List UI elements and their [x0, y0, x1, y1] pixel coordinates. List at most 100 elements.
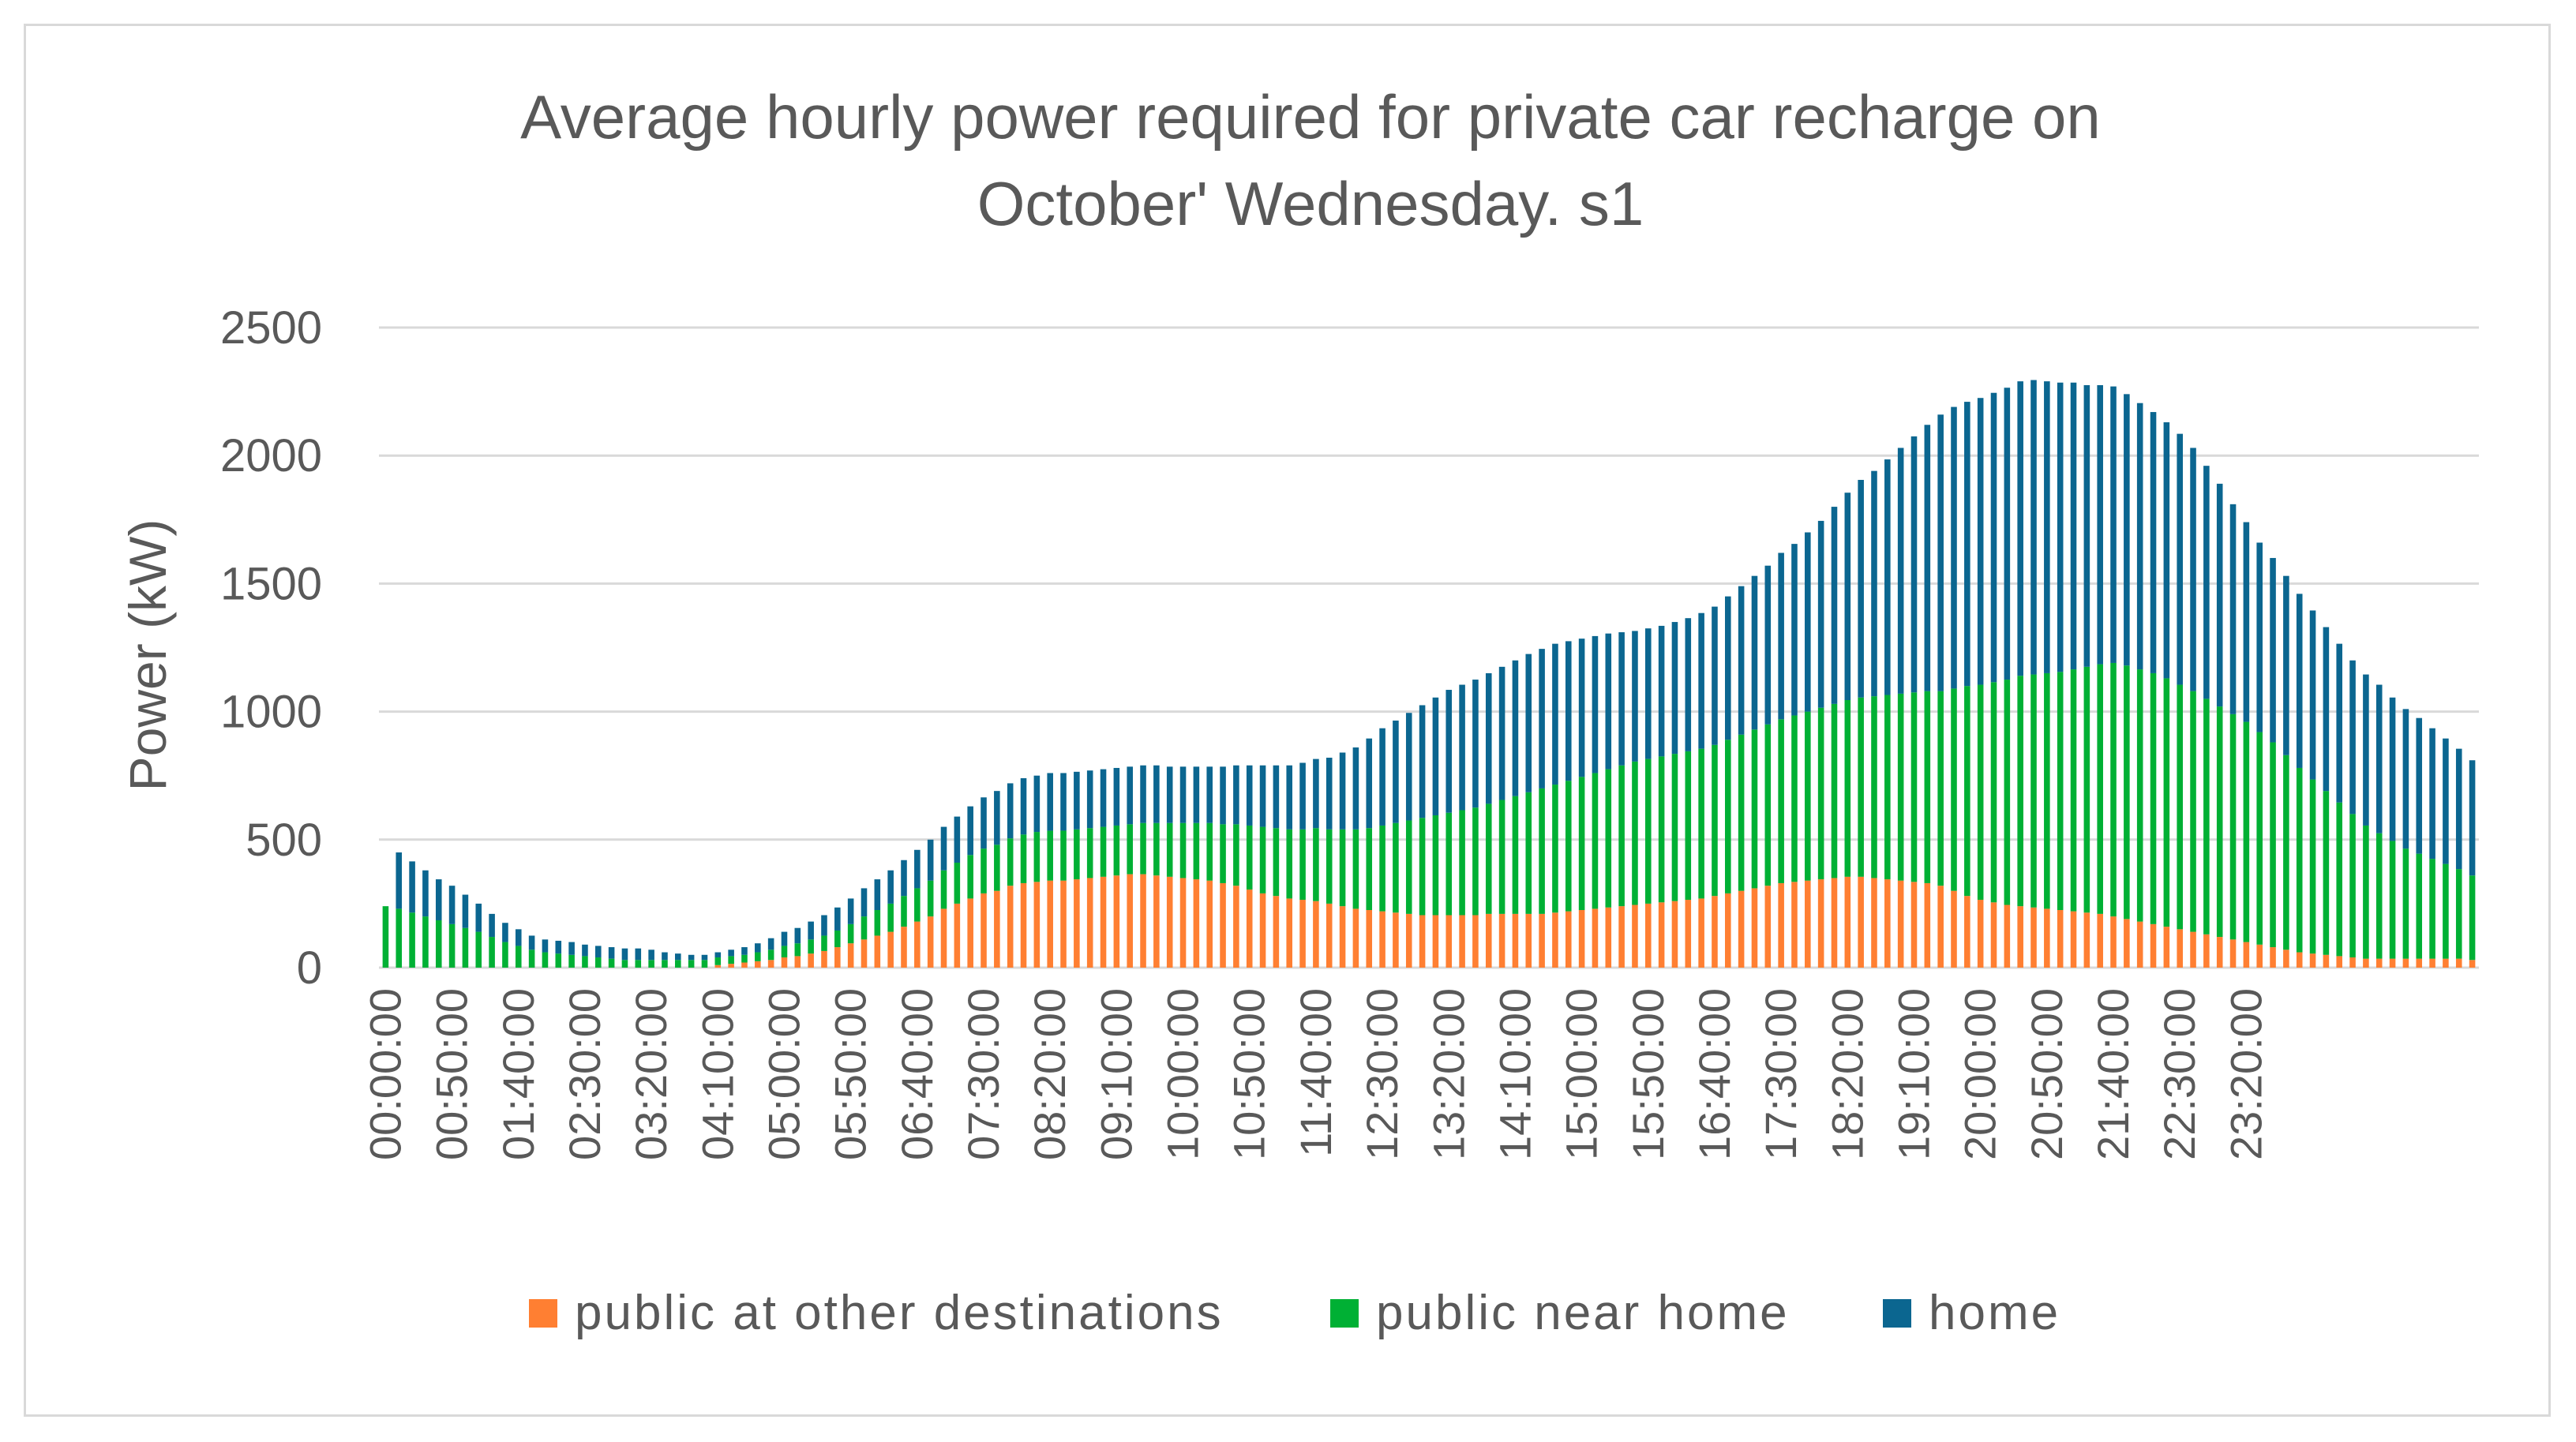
bar-home	[808, 921, 814, 940]
bar-public-near-home	[582, 956, 588, 968]
bar-public-near-home	[2429, 859, 2435, 959]
bar-other-destinations	[834, 947, 841, 968]
bar-public-near-home	[2229, 714, 2237, 940]
bar-public-near-home	[1738, 734, 1745, 891]
bar-home	[2216, 483, 2223, 707]
x-tick-label: 00:00:00	[360, 988, 410, 1160]
bar-home	[2110, 386, 2117, 663]
bar-public-near-home	[1910, 692, 1918, 882]
bar-public-near-home	[940, 870, 947, 909]
bar-other-destinations	[1179, 878, 1187, 968]
bar-other-destinations	[794, 956, 801, 968]
bar-public-near-home	[2270, 742, 2276, 948]
x-tick-label: 14:10:00	[1490, 988, 1539, 1160]
bar-public-near-home	[2070, 669, 2077, 912]
bar-other-destinations	[1618, 906, 1625, 968]
bar-other-destinations	[2309, 953, 2316, 968]
bar-other-destinations	[781, 957, 788, 968]
x-tick-label: 16:40:00	[1689, 988, 1739, 1160]
bar-other-destinations	[981, 893, 987, 968]
bar-home	[608, 947, 615, 959]
bar-home	[2030, 380, 2037, 675]
bar-public-near-home	[1432, 815, 1439, 916]
bar-public-near-home	[1977, 684, 1984, 901]
bar-other-destinations	[1074, 879, 1080, 968]
bar-public-near-home	[1632, 761, 1638, 905]
bar-public-near-home	[1844, 700, 1851, 877]
bar-home	[1459, 684, 1465, 811]
bar-other-destinations	[1193, 879, 1200, 968]
bar-public-near-home	[1525, 792, 1532, 914]
bar-public-near-home	[1671, 754, 1678, 901]
bar-home	[767, 938, 774, 950]
bar-home	[1193, 766, 1200, 823]
bar-other-destinations	[1153, 875, 1160, 968]
bar-other-destinations	[1047, 880, 1053, 968]
bar-other-destinations	[901, 927, 907, 968]
bar-home	[967, 806, 973, 856]
bar-home	[1871, 470, 1877, 697]
bar-public-near-home	[435, 920, 442, 968]
bar-public-near-home	[1817, 707, 1824, 880]
bar-home	[648, 949, 654, 961]
bar-other-destinations	[2270, 947, 2276, 968]
bar-public-near-home	[994, 845, 1000, 891]
bar-home	[1220, 766, 1226, 825]
bar-other-destinations	[1871, 878, 1877, 968]
bar-home	[701, 954, 708, 961]
bar-home	[940, 826, 947, 871]
bar-other-destinations	[1405, 913, 1412, 968]
bar-home	[1671, 622, 1678, 755]
bar-public-near-home	[2097, 664, 2103, 914]
bar-public-near-home	[1578, 777, 1585, 911]
bar-other-destinations	[2375, 958, 2383, 968]
bar-home	[1698, 612, 1704, 749]
bar-home	[1393, 720, 1399, 823]
bar-public-near-home	[1897, 693, 1904, 881]
bar-public-near-home	[1086, 828, 1093, 878]
bar-home	[515, 929, 522, 946]
bar-other-destinations	[714, 964, 722, 968]
bar-home	[755, 943, 761, 953]
bar-other-destinations	[1352, 908, 1359, 968]
bar-public-near-home	[1805, 711, 1811, 881]
bar-home	[1937, 414, 1944, 691]
bar-other-destinations	[1033, 882, 1041, 968]
bar-public-near-home	[1007, 838, 1014, 886]
bar-home	[2044, 381, 2050, 673]
bar-other-destinations	[1086, 878, 1093, 968]
bar-public-near-home	[2256, 732, 2263, 945]
bar-public-near-home	[1884, 695, 1891, 880]
bar-public-near-home	[2283, 755, 2289, 950]
bar-other-destinations	[755, 961, 761, 968]
bar-other-destinations	[741, 962, 748, 968]
bar-public-near-home	[2336, 802, 2343, 957]
bar-home	[1419, 705, 1426, 818]
bar-other-destinations	[2363, 958, 2369, 968]
bar-home	[1897, 448, 1904, 694]
bar-other-destinations	[2469, 960, 2476, 968]
bar-other-destinations	[1831, 878, 1838, 968]
bar-home	[1246, 765, 1253, 826]
bar-other-destinations	[1366, 910, 1373, 968]
bar-public-near-home	[2375, 833, 2383, 959]
bar-home	[794, 927, 801, 944]
bar-public-near-home	[1964, 686, 1970, 897]
bar-other-destinations	[2336, 956, 2343, 968]
bar-other-destinations	[1220, 882, 1226, 968]
bar-home	[2389, 697, 2396, 841]
bar-home	[1113, 767, 1120, 826]
bar-public-near-home	[1698, 748, 1704, 899]
bar-other-destinations	[821, 950, 827, 968]
x-tick-label: 20:00:00	[1955, 988, 2005, 1160]
bar-public-near-home	[2469, 875, 2476, 961]
bar-home	[1273, 765, 1280, 829]
bar-home	[2469, 760, 2476, 876]
bar-home	[1047, 773, 1053, 831]
bar-other-destinations	[1339, 906, 1346, 968]
legend-swatch-public-near-home	[1330, 1299, 1359, 1328]
bar-other-destinations	[1552, 912, 1558, 968]
bar-public-near-home	[728, 956, 734, 964]
bar-public-near-home	[2190, 691, 2196, 932]
